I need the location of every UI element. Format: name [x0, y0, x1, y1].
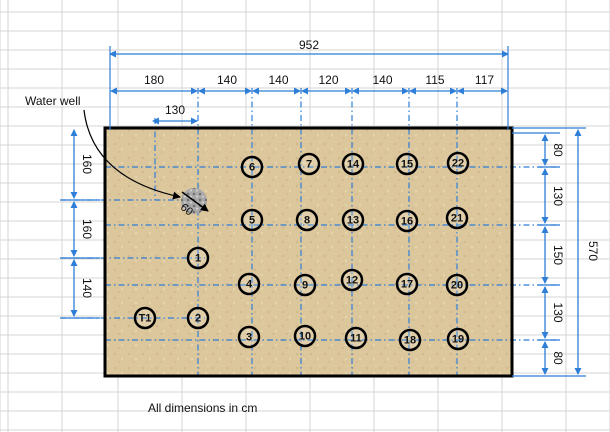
dimension-label: 952 — [299, 38, 319, 52]
point-marker-icon — [340, 268, 364, 292]
point-label: 4 — [246, 278, 253, 290]
point-marker-icon — [395, 209, 419, 233]
point-label: 21 — [451, 212, 463, 224]
dimension-label: 130 — [551, 302, 565, 322]
dimension-label: 160 — [80, 219, 94, 239]
point-label: 10 — [299, 330, 311, 342]
point-label: 12 — [346, 274, 358, 286]
point-marker-icon — [295, 208, 319, 232]
point-label: 1 — [195, 252, 201, 264]
sampling-point: 7 — [297, 152, 321, 176]
point-label: 2 — [195, 312, 201, 324]
dimension-label: 140 — [80, 278, 94, 298]
point-label: 19 — [452, 333, 464, 345]
point-marker-icon — [293, 324, 317, 348]
dimension-label: 120 — [318, 73, 338, 87]
dimension-label: 140 — [372, 73, 392, 87]
callout-leader — [83, 109, 181, 200]
sampling-point: 1 — [186, 246, 210, 270]
sampling-point: 11 — [344, 326, 368, 350]
point-marker-icon — [133, 306, 157, 330]
water-well-label: Water well — [25, 94, 81, 108]
point-marker-icon — [445, 206, 469, 230]
point-label: 8 — [304, 214, 310, 226]
well-diameter-arrow — [181, 191, 209, 212]
point-marker-icon — [445, 273, 469, 297]
sampling-point: 22 — [446, 151, 470, 175]
point-label: 20 — [451, 279, 463, 291]
sampling-point: 14 — [341, 152, 365, 176]
point-marker-icon — [341, 152, 365, 176]
sampling-point: 3 — [237, 325, 261, 349]
dimension-label: 140 — [217, 73, 237, 87]
plot-area — [105, 128, 512, 376]
point-label: 18 — [404, 334, 416, 346]
point-marker-icon — [395, 152, 419, 176]
sampling-point: 18 — [398, 328, 422, 352]
sampling-point: 12 — [340, 268, 364, 292]
plot-border — [103, 126, 514, 378]
point-marker-icon — [395, 272, 419, 296]
point-label: 16 — [401, 215, 413, 227]
sampling-point: 5 — [240, 208, 264, 232]
point-label: 7 — [306, 158, 312, 170]
well-diameter-label: 60 — [178, 201, 195, 218]
point-marker-icon — [240, 208, 264, 232]
dimension-label: 115 — [425, 73, 444, 87]
point-marker-icon — [446, 327, 470, 351]
water-well: 60 — [178, 188, 209, 218]
sampling-point: 19 — [446, 327, 470, 351]
point-marker-icon — [293, 273, 317, 297]
sampling-point: 6 — [240, 155, 264, 179]
sampling-point: 8 — [295, 208, 319, 232]
dimension-label: 80 — [551, 351, 565, 365]
sampling-point: 17 — [395, 272, 419, 296]
sampling-point: 9 — [293, 273, 317, 297]
footer-note: All dimensions in cm — [148, 401, 257, 415]
sampling-point: T1 — [133, 306, 157, 330]
dimension-label: 130 — [165, 103, 185, 117]
point-marker-icon — [186, 246, 210, 270]
point-marker-icon — [341, 208, 365, 232]
dimension-label: 570 — [586, 241, 600, 261]
sampling-point: 10 — [293, 324, 317, 348]
point-label: 3 — [246, 331, 252, 343]
dimension-label: 80 — [551, 143, 565, 157]
point-marker-icon — [186, 306, 210, 330]
sampling-point: 4 — [237, 272, 261, 296]
point-label: 17 — [401, 278, 413, 290]
dimension-label: 150 — [551, 245, 565, 265]
dimension-label: 180 — [144, 73, 164, 87]
point-label: 11 — [350, 332, 362, 344]
point-marker-icon — [297, 152, 321, 176]
dimension-label: 130 — [551, 186, 565, 206]
sampling-point: 15 — [395, 152, 419, 176]
point-marker-icon — [344, 326, 368, 350]
point-label: 9 — [302, 279, 308, 291]
point-label: 13 — [347, 214, 359, 226]
point-label: 15 — [401, 158, 413, 170]
point-marker-icon — [240, 155, 264, 179]
dimension-label: 140 — [268, 73, 288, 87]
point-label: 5 — [249, 214, 255, 226]
point-marker-icon — [237, 325, 261, 349]
sampling-point: 21 — [445, 206, 469, 230]
point-marker-icon — [237, 272, 261, 296]
sampling-point: 2 — [186, 306, 210, 330]
point-marker-icon — [446, 151, 470, 175]
point-marker-icon — [398, 328, 422, 352]
point-label: 6 — [249, 161, 255, 173]
sampling-point: 13 — [341, 208, 365, 232]
point-label: T1 — [139, 312, 152, 324]
sampling-point: 20 — [445, 273, 469, 297]
point-label: 22 — [452, 157, 464, 169]
dimension-label: 117 — [475, 73, 494, 87]
dimension-label: 160 — [80, 154, 94, 174]
sampling-point: 16 — [395, 209, 419, 233]
point-label: 14 — [347, 158, 360, 170]
water-well-callout: Water well — [25, 94, 181, 200]
